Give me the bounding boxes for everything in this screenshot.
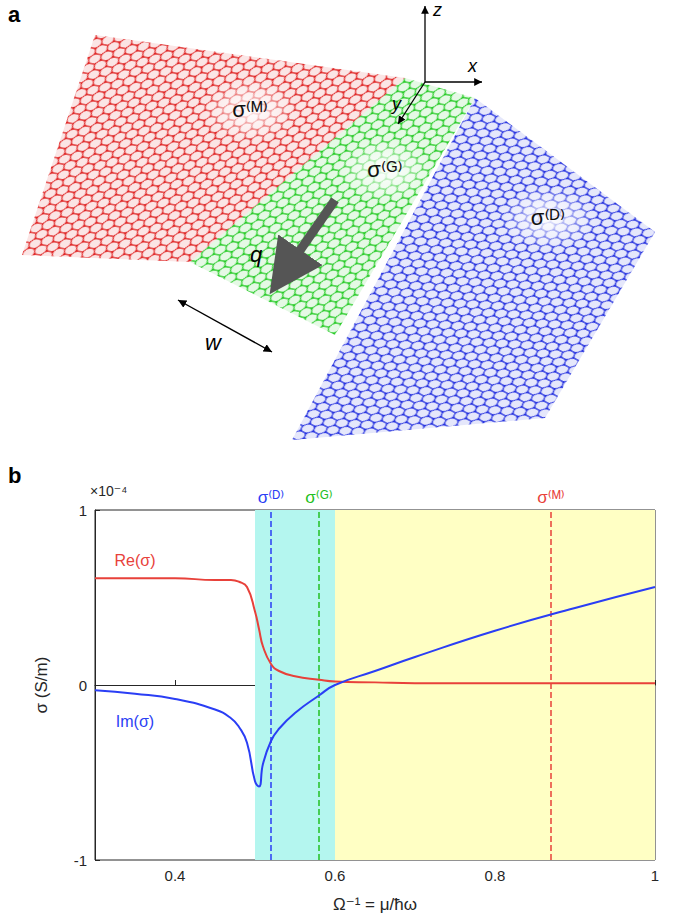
svg-text:Re(σ): Re(σ) [115,552,156,569]
svg-text:0.8: 0.8 [485,867,506,884]
svg-text:y: y [390,94,402,114]
svg-text:×10⁻⁴: ×10⁻⁴ [90,483,127,499]
svg-text:Ω⁻¹ = μ/ħω: Ω⁻¹ = μ/ħω [333,895,417,914]
svg-text:Im(σ): Im(σ) [116,713,154,730]
svg-text:-1: -1 [74,852,87,869]
svg-text:z: z [432,0,442,20]
svg-text:1: 1 [651,867,659,884]
svg-text:σ⁽ᴹ⁾: σ⁽ᴹ⁾ [232,97,268,122]
svg-text:σ (S/m): σ (S/m) [32,657,51,714]
svg-text:a: a [8,2,21,27]
svg-text:0.6: 0.6 [325,867,346,884]
svg-text:w: w [205,330,223,355]
svg-text:1: 1 [79,502,87,519]
svg-text:σ⁽ᴳ⁾: σ⁽ᴳ⁾ [305,488,332,507]
svg-text:σ⁽ᴹ⁾: σ⁽ᴹ⁾ [537,488,565,507]
svg-text:σ⁽ᴳ⁾: σ⁽ᴳ⁾ [367,157,402,182]
svg-text:b: b [8,463,21,488]
svg-text:x: x [467,56,478,76]
svg-text:0.4: 0.4 [165,867,186,884]
svg-text:q: q [250,242,263,267]
svg-text:σ⁽ᴰ⁾: σ⁽ᴰ⁾ [258,488,284,507]
svg-text:σ⁽ᴰ⁾: σ⁽ᴰ⁾ [531,205,565,230]
svg-text:0: 0 [79,677,87,694]
